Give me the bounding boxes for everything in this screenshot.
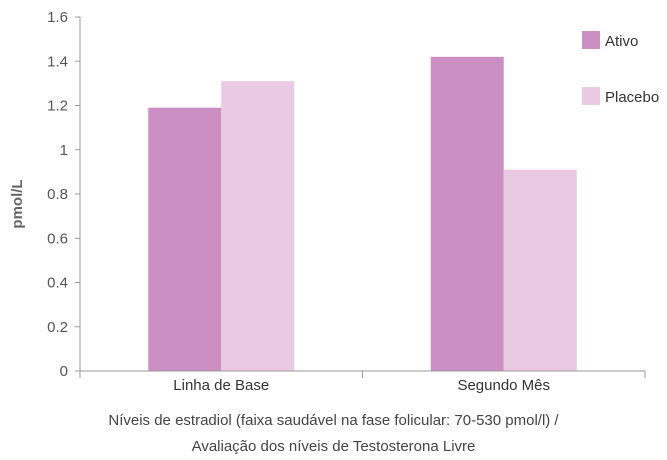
- legend-swatch-ativo: [582, 31, 600, 49]
- legend-swatch-placebo: [582, 87, 600, 105]
- y-tick-label: 1.4: [47, 53, 68, 70]
- bar-ativo: [148, 107, 222, 372]
- y-tick-label: 0.2: [47, 319, 68, 336]
- y-tick-label: 1.6: [47, 9, 68, 26]
- y-axis: 0 0.2 0.4 0.6 0.8 1 1.2 1.4 1.6: [47, 9, 81, 380]
- bar-placebo: [221, 81, 295, 371]
- bar-ativo: [430, 56, 504, 371]
- bars: [148, 56, 577, 372]
- caption-line-2: Avaliação dos níveis de Testosterona Liv…: [191, 438, 476, 455]
- y-tick-label: 1: [60, 142, 68, 159]
- legend: Ativo Placebo: [582, 31, 659, 106]
- y-tick-label: 1.2: [47, 98, 68, 115]
- legend-label-placebo: Placebo: [605, 89, 659, 106]
- legend-label-ativo: Ativo: [605, 33, 638, 50]
- y-axis-label: pmol/L: [9, 179, 26, 228]
- y-tick-label: 0: [60, 363, 68, 380]
- x-category-label: Segundo Mês: [457, 377, 550, 394]
- y-tick-label: 0.6: [47, 230, 68, 247]
- bar-placebo: [503, 169, 577, 371]
- caption-line-1: Níveis de estradiol (faixa saudável na f…: [108, 412, 559, 429]
- y-tick-label: 0.8: [47, 186, 68, 203]
- x-category-label: Linha de Base: [173, 377, 269, 394]
- x-axis: Linha de Base Segundo Mês: [79, 370, 646, 394]
- y-tick-label: 0.4: [47, 275, 68, 292]
